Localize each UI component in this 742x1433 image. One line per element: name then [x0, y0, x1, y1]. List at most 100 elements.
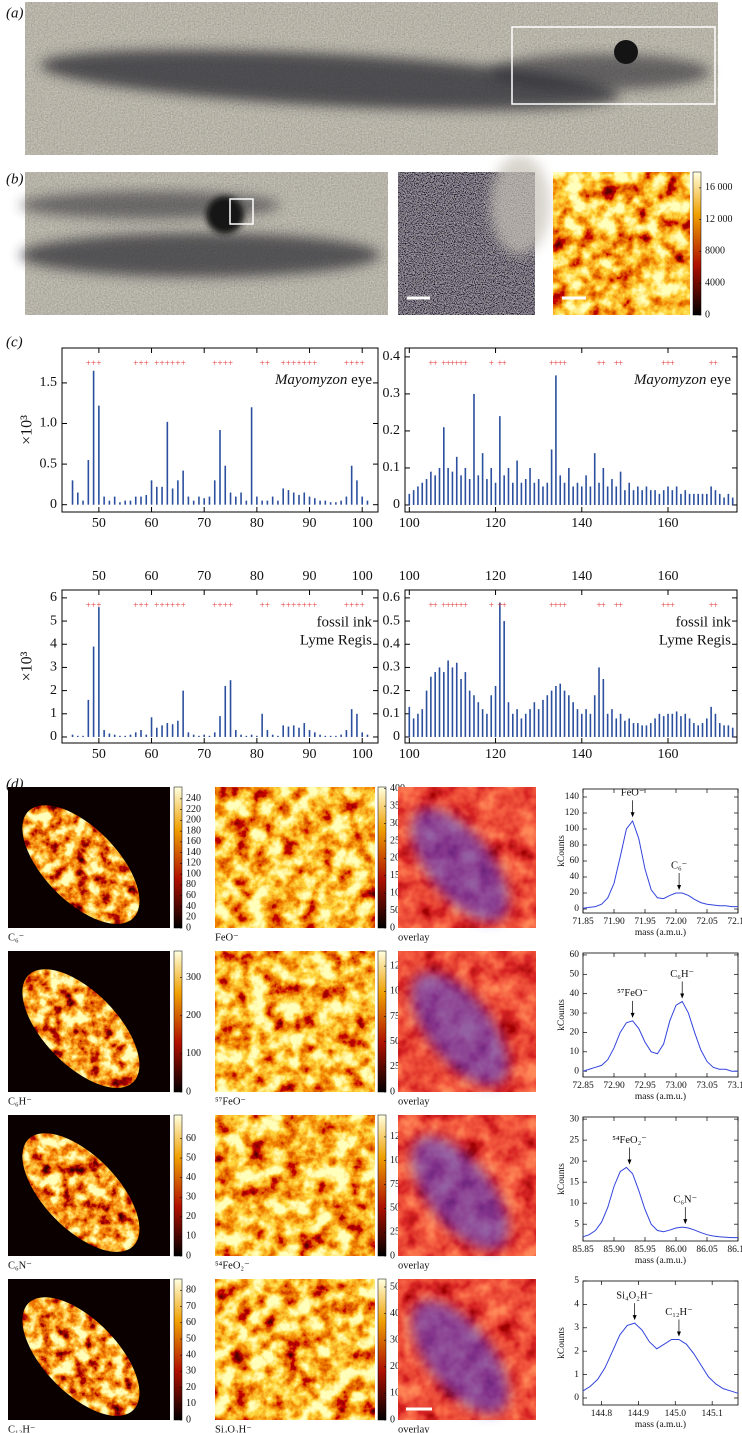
colorbar-label: 70: [186, 1301, 196, 1312]
peak-marker: +: [223, 358, 228, 368]
peak-marker: +: [614, 600, 619, 610]
colorbar: [173, 1278, 183, 1421]
peak-marker: +: [459, 358, 464, 368]
y-tick-label: 0.1: [383, 706, 401, 721]
y-tick-label: 60: [570, 950, 580, 960]
x-tick-label: 72.85: [572, 1081, 594, 1091]
y-tick-label: 5: [574, 1276, 579, 1286]
x-axis-label: mass (a.m.u.): [635, 927, 686, 938]
x-tick-label: 80: [250, 569, 264, 584]
x-tick-label: 90: [303, 747, 317, 762]
annotation: C₁₂H⁻: [665, 1307, 693, 1318]
peak-marker: +: [489, 600, 494, 610]
x-tick-label: 50: [92, 747, 106, 762]
peak-marker: +: [596, 358, 601, 368]
x-tick-label: 120: [485, 516, 506, 531]
colorbar-label: 25: [390, 1226, 400, 1237]
annotation-part: Mayomyzon: [274, 372, 347, 388]
y-tick-label: 3: [574, 1323, 579, 1333]
map-caption: Si₄O₂H⁻: [215, 1424, 252, 1433]
peak-marker: +: [661, 358, 666, 368]
peak-marker: +: [463, 358, 468, 368]
colorbar-label: 250: [390, 835, 405, 846]
y-tick-label: 6: [50, 590, 57, 605]
overlay-carbon: [411, 971, 509, 1087]
colorbar-label: 0: [186, 1414, 191, 1425]
heat-map: [553, 172, 690, 315]
peak-marker: +: [441, 358, 446, 368]
spectrum-line: [582, 1166, 738, 1239]
x-tick-label: 145.0: [665, 1409, 687, 1419]
peak-marker: +: [661, 600, 666, 610]
peak-marker: +: [349, 600, 354, 610]
overlay-carbon: [411, 807, 509, 923]
plot-frame: [582, 1280, 739, 1406]
y-tick-label: 20: [570, 1156, 580, 1166]
colorbar-label: 30: [390, 1334, 400, 1345]
peak-marker: +: [446, 600, 451, 610]
arrow-head: [676, 1331, 681, 1337]
y-axis-label: ×10³: [19, 651, 36, 681]
y-tick-label: 5: [50, 613, 57, 628]
y-tick-label: 30: [570, 1114, 580, 1124]
colorbar-label: 20: [186, 1382, 196, 1393]
peak-marker: +: [165, 358, 170, 368]
colorbar-label: 100: [186, 1048, 201, 1059]
plot-frame: [61, 589, 379, 744]
x-tick-label: 120: [485, 569, 506, 584]
x-axis-label: mass (a.m.u.): [635, 1091, 686, 1102]
colorbar-label: 8000: [705, 246, 725, 257]
x-tick-label: 100: [352, 516, 373, 531]
peak-marker: +: [601, 600, 606, 610]
overlay-carbon: [411, 1299, 509, 1415]
y-axis-label: kCounts: [557, 1163, 567, 1195]
peak-marker: +: [614, 358, 619, 368]
annotation: fossil ink: [317, 614, 373, 630]
x-tick-label: 60: [145, 516, 159, 531]
colorbar-label: 4000: [705, 278, 725, 289]
peak-marker: +: [86, 600, 91, 610]
annotation: C₆N⁻: [673, 1195, 697, 1206]
x-tick-label: 160: [658, 747, 679, 762]
map-caption: C₁₂H⁻: [8, 1424, 36, 1433]
fossil-body: [40, 49, 620, 111]
x-tick-label: 72.90: [603, 1081, 625, 1091]
peak-marker: +: [86, 358, 91, 368]
peak-marker: +: [441, 600, 446, 610]
peak-marker: +: [312, 358, 317, 368]
fossil-eye: [614, 40, 638, 64]
colorbar-label: 200: [186, 815, 201, 826]
peak-marker: +: [558, 600, 563, 610]
map-caption: ⁵⁴FeO₂⁻: [215, 1260, 250, 1271]
arrow-head: [683, 1219, 688, 1225]
peak-marker: +: [260, 600, 265, 610]
annotation: Si₄O₂H⁻: [616, 1291, 653, 1302]
map-caption: FeO⁻: [215, 932, 239, 943]
x-tick-label: 85.95: [634, 1245, 656, 1255]
colorbar-label: 0: [186, 1086, 191, 1097]
peak-marker: +: [217, 358, 222, 368]
peak-marker: +: [354, 600, 359, 610]
y-tick-label: 60: [570, 856, 580, 866]
peak-marker: +: [463, 600, 468, 610]
annotation-part: Mayomyzon: [633, 372, 706, 388]
x-tick-label: 100: [399, 569, 420, 584]
peak-marker: +: [217, 600, 222, 610]
x-tick-label: 72.95: [634, 1081, 656, 1091]
peak-marker: +: [291, 358, 296, 368]
x-tick-label: 145.1: [701, 1409, 723, 1419]
peak-marker: +: [596, 600, 601, 610]
y-tick-label: 0.5: [383, 613, 401, 628]
x-tick-label: 71.90: [603, 917, 625, 927]
colorbar-label: 40: [390, 1308, 400, 1319]
colorbar-label: 75: [390, 1011, 400, 1022]
y-tick-label: 1: [50, 706, 57, 721]
colorbar-label: 125: [390, 960, 405, 971]
y-tick-label: 0: [574, 904, 579, 914]
y-tick-label: 0.3: [383, 660, 401, 675]
colorbar-label: 16 000: [705, 182, 733, 193]
y-tick-label: 10: [570, 1047, 580, 1057]
colorbar: [692, 171, 702, 316]
colorbar-label: 60: [186, 1317, 196, 1328]
x-tick-label: 100: [352, 747, 373, 762]
